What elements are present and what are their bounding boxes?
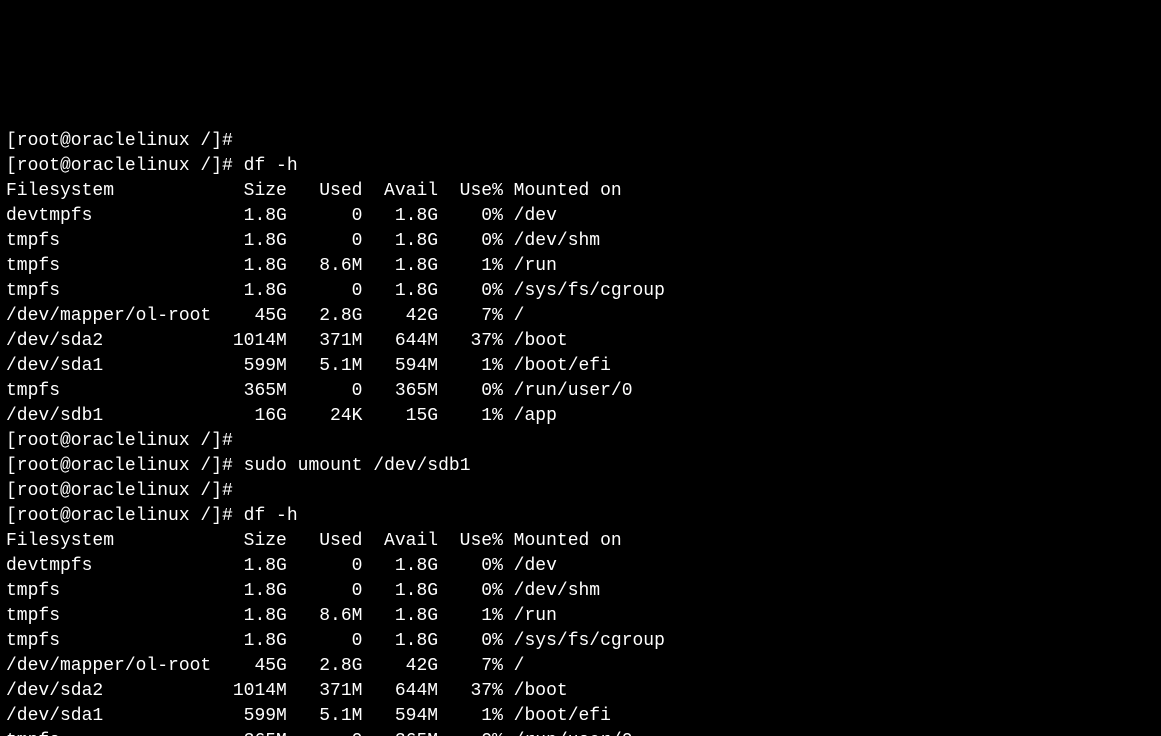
prompt: [root@oraclelinux /]# <box>6 131 233 151</box>
prompt-line-empty-2: [root@oraclelinux /]# <box>6 429 1155 454</box>
command-line-df-1: [root@oraclelinux /]# df -h <box>6 154 1155 179</box>
df-output-2: Filesystem Size Used Avail Use% Mounted … <box>6 529 1155 736</box>
prompt: [root@oraclelinux /]# <box>6 456 233 476</box>
prompt: [root@oraclelinux /]# <box>6 506 233 526</box>
command-line-df-2: [root@oraclelinux /]# df -h <box>6 504 1155 529</box>
command-text: sudo umount /dev/sdb1 <box>244 456 471 476</box>
terminal[interactable]: [root@oraclelinux /]#[root@oraclelinux /… <box>0 125 1161 736</box>
df-output-1: Filesystem Size Used Avail Use% Mounted … <box>6 179 1155 429</box>
prompt-line-empty-1: [root@oraclelinux /]# <box>6 129 1155 154</box>
prompt-line-empty-3: [root@oraclelinux /]# <box>6 479 1155 504</box>
prompt: [root@oraclelinux /]# <box>6 431 233 451</box>
command-text: df -h <box>244 156 298 176</box>
command-text: df -h <box>244 506 298 526</box>
prompt: [root@oraclelinux /]# <box>6 481 233 501</box>
prompt: [root@oraclelinux /]# <box>6 156 233 176</box>
command-line-umount: [root@oraclelinux /]# sudo umount /dev/s… <box>6 454 1155 479</box>
